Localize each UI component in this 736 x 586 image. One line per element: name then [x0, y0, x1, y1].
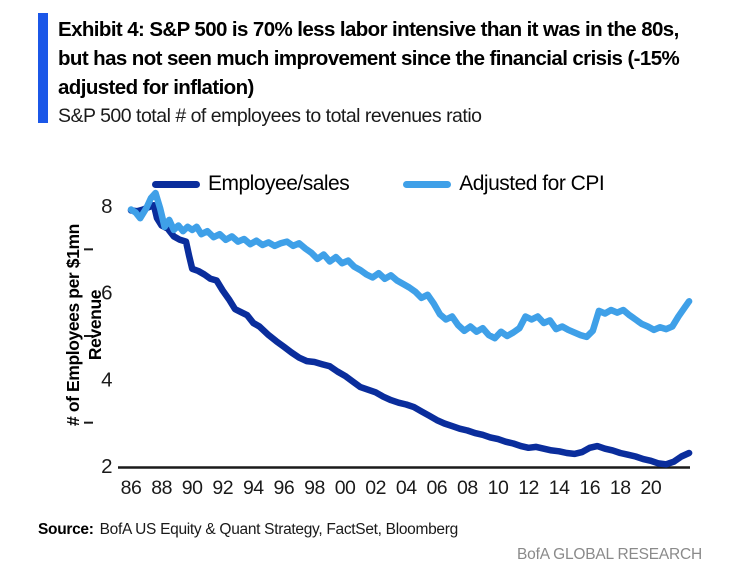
adjusted-cpi-line-swatch	[403, 180, 452, 188]
svg-text:94: 94	[243, 477, 264, 499]
research-brand-footer: BofA GLOBAL RESEARCH	[517, 546, 702, 563]
svg-text:90: 90	[182, 477, 203, 499]
employee-sales-line-swatch	[152, 180, 200, 188]
svg-text:88: 88	[151, 477, 172, 499]
source-line: Source: BofA US Equity & Quant Strategy, …	[38, 521, 458, 539]
svg-text:86: 86	[121, 477, 142, 499]
svg-text:10: 10	[488, 477, 509, 499]
source-label: Source:	[38, 521, 94, 538]
exhibit-title: Exhibit 4: S&P 500 is 70% less labor int…	[58, 18, 680, 99]
svg-text:18: 18	[610, 477, 631, 499]
y-axis-label: # of Employees per $1mn Revenue	[62, 175, 106, 475]
svg-text:16: 16	[579, 477, 600, 499]
title-accent-bar	[38, 13, 48, 123]
legend-label-employee-sales: Employee/sales	[208, 172, 350, 195]
source-text: BofA US Equity & Quant Strategy, FactSet…	[99, 521, 459, 538]
svg-text:96: 96	[274, 477, 295, 499]
svg-text:04: 04	[396, 477, 417, 499]
svg-text:02: 02	[365, 477, 386, 499]
chart-plot: 2 4 6 8 86 88 90 92 94 96 98 00 02 04 06 08 10 12 14 16 18 20	[84, 189, 693, 499]
svg-text:14: 14	[549, 477, 570, 499]
svg-text:08: 08	[457, 477, 478, 499]
svg-text:06: 06	[426, 477, 447, 499]
svg-text:4: 4	[101, 368, 112, 391]
svg-text:6: 6	[101, 282, 112, 305]
svg-text:20: 20	[641, 477, 662, 499]
legend-item-employee-sales: Employee/sales	[152, 172, 350, 196]
svg-text:8: 8	[101, 195, 112, 218]
svg-text:98: 98	[304, 477, 325, 499]
svg-text:92: 92	[212, 477, 233, 499]
svg-text:00: 00	[335, 477, 356, 499]
y-axis-label-line2: Revenue	[85, 289, 105, 361]
svg-text:12: 12	[518, 477, 539, 499]
svg-text:2: 2	[101, 455, 112, 478]
chart-legend: Employee/sales Adjusted for CPI	[152, 172, 605, 196]
legend-label-adjusted-cpi: Adjusted for CPI	[459, 172, 605, 195]
exhibit-subtitle: S&P 500 total # of employees to total re…	[58, 105, 482, 127]
legend-item-adjusted-cpi: Adjusted for CPI	[403, 172, 605, 196]
y-axis-label-line1: # of Employees per $1mn	[63, 224, 83, 426]
